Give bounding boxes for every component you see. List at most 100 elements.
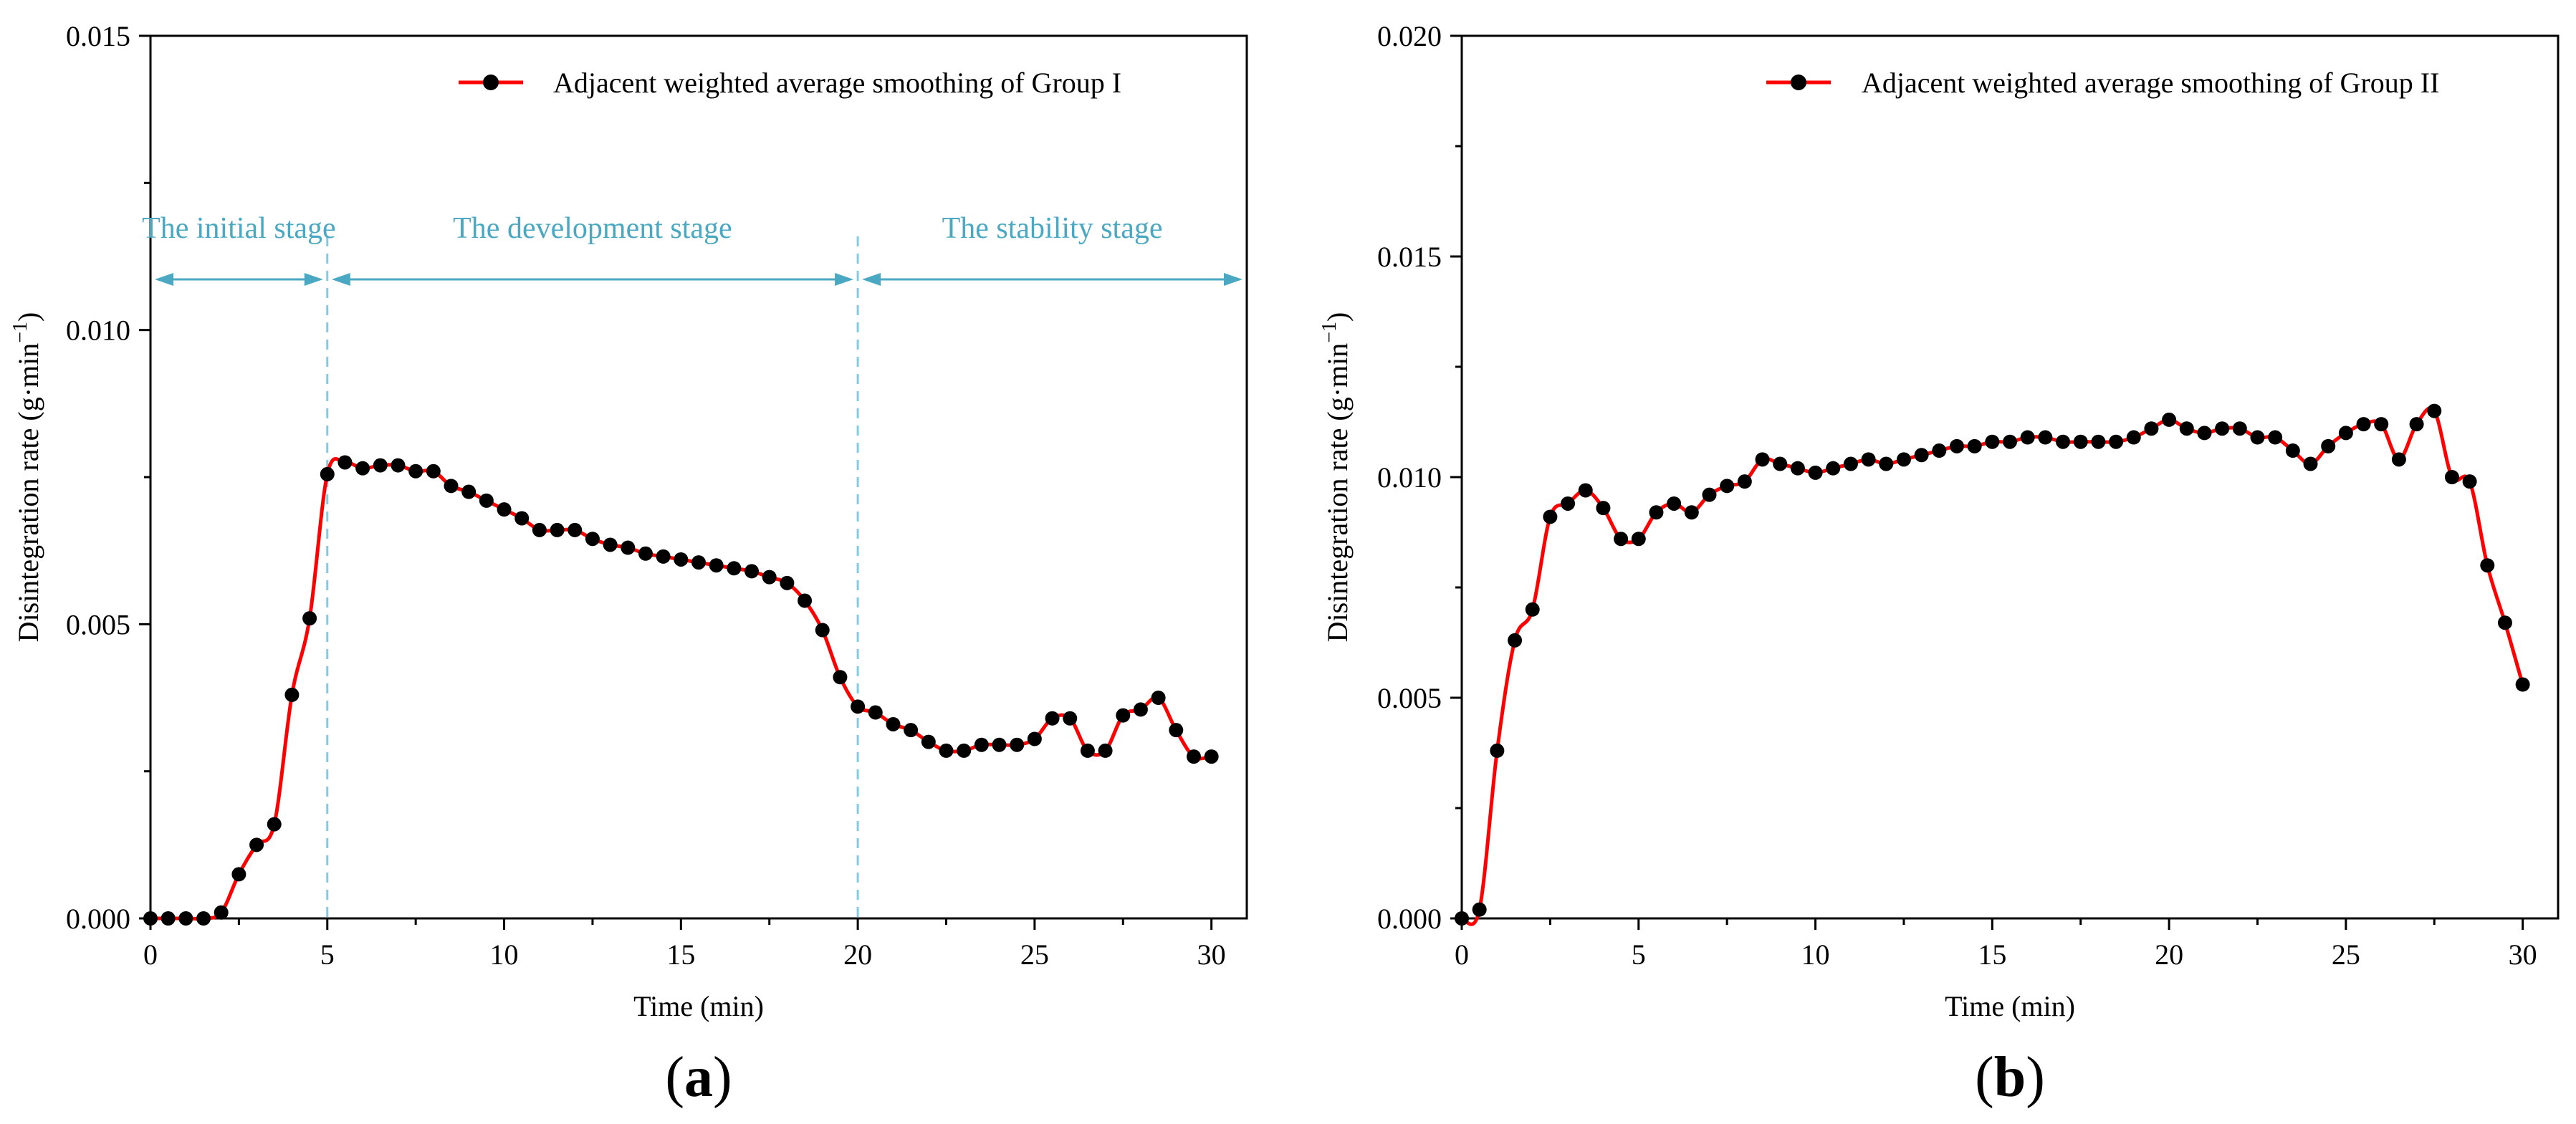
y-tick-label-a: 0.005 bbox=[66, 608, 130, 640]
data-point-b bbox=[2285, 443, 2300, 458]
series-line-a bbox=[150, 457, 1212, 921]
stage-arrow-head-left bbox=[155, 273, 173, 286]
x-tick-label-b: 25 bbox=[2332, 938, 2360, 971]
stage-arrow-head-right bbox=[835, 273, 854, 286]
data-point-b bbox=[2073, 434, 2088, 449]
data-point-a bbox=[1080, 743, 1095, 758]
stage-arrow-head-left bbox=[862, 273, 881, 286]
data-point-b bbox=[1737, 474, 1752, 489]
data-point-b bbox=[2497, 615, 2512, 630]
data-point-b bbox=[2374, 417, 2389, 432]
data-point-b bbox=[1826, 461, 1841, 476]
y-tick-label-b: 0.015 bbox=[1377, 241, 1442, 273]
x-tick-label-b: 5 bbox=[1632, 938, 1646, 971]
data-point-b bbox=[1790, 461, 1805, 476]
data-point-a bbox=[479, 493, 494, 508]
data-point-a bbox=[798, 593, 813, 608]
data-point-b bbox=[2338, 426, 2353, 441]
data-point-b bbox=[2480, 558, 2495, 573]
stage-arrow-head-right bbox=[304, 273, 323, 286]
x-tick-label-a: 30 bbox=[1197, 938, 1226, 971]
data-point-a bbox=[762, 570, 777, 585]
x-tick-label-a: 20 bbox=[843, 938, 872, 971]
legend-label-a: Adjacent weighted average smoothing of G… bbox=[553, 67, 1121, 99]
data-point-a bbox=[939, 743, 954, 758]
data-point-b bbox=[2109, 434, 2124, 449]
panel-label-a: (a) bbox=[665, 1046, 732, 1109]
data-point-a bbox=[1063, 711, 1078, 726]
data-point-a bbox=[196, 911, 211, 926]
data-point-a bbox=[337, 455, 353, 470]
data-point-a bbox=[461, 484, 477, 499]
data-point-b bbox=[2162, 412, 2177, 427]
data-point-b bbox=[2126, 430, 2141, 445]
data-point-b bbox=[2427, 403, 2442, 418]
data-point-a bbox=[974, 737, 989, 752]
y-tick-label-a: 0.000 bbox=[66, 903, 130, 935]
data-point-b bbox=[1667, 496, 1682, 511]
data-point-b bbox=[1561, 496, 1576, 511]
data-point-a bbox=[585, 532, 600, 547]
data-point-a bbox=[444, 479, 459, 494]
stage-arrow-head-left bbox=[331, 273, 350, 286]
data-point-b bbox=[1649, 505, 1664, 520]
data-point-b bbox=[2462, 474, 2477, 489]
x-tick-label-b: 15 bbox=[1978, 938, 2006, 971]
x-tick-label-a: 5 bbox=[320, 938, 335, 971]
data-point-b bbox=[1543, 509, 1558, 524]
data-point-a bbox=[851, 699, 866, 714]
data-point-b bbox=[1631, 532, 1646, 547]
legend-marker-b bbox=[1791, 75, 1806, 90]
y-tick-label-b: 0.005 bbox=[1377, 682, 1442, 714]
y-axis-title-b: Disintegration rate (g·min−1) bbox=[1318, 312, 1354, 643]
data-point-b bbox=[1949, 438, 1964, 453]
data-point-b bbox=[1508, 633, 1523, 648]
data-point-a bbox=[921, 734, 936, 749]
data-point-b bbox=[2321, 438, 2336, 453]
plot-frame-b bbox=[1460, 34, 2560, 920]
y-tick-label-b: 0.020 bbox=[1377, 20, 1442, 52]
data-point-b bbox=[1967, 438, 1982, 453]
y-axis-title-close-a: ) bbox=[12, 312, 44, 322]
x-axis-title-a: Time (min) bbox=[633, 990, 764, 1022]
x-tick-label-b: 10 bbox=[1801, 938, 1830, 971]
stage-label: The initial stage bbox=[142, 212, 336, 245]
series-line-b bbox=[1460, 406, 2525, 926]
y-axis-title-close-b: ) bbox=[1321, 312, 1354, 322]
data-point-a bbox=[868, 705, 883, 720]
data-point-a bbox=[691, 555, 706, 570]
y-tick-label-a: 0.015 bbox=[66, 20, 130, 52]
x-axis-title-b: Time (min) bbox=[1945, 990, 2075, 1022]
series-a bbox=[143, 455, 1219, 926]
data-point-a bbox=[709, 558, 724, 573]
data-point-a bbox=[603, 537, 618, 552]
data-point-a bbox=[1010, 737, 1025, 752]
panel-letter-b: b bbox=[1994, 1046, 2026, 1109]
panel-b: 0 5 10 15 20 25 30 0.000 0.005 0.010 0.015 0.020 Ad… bbox=[1318, 20, 2560, 1109]
panel-a: The initial stage The development stage Th… bbox=[9, 20, 1248, 1109]
data-point-a bbox=[886, 716, 901, 731]
data-point-b bbox=[2215, 421, 2230, 436]
data-point-a bbox=[957, 743, 972, 758]
data-point-a bbox=[302, 611, 317, 626]
data-point-a bbox=[638, 546, 653, 561]
data-point-b bbox=[1472, 902, 1487, 917]
data-point-a bbox=[1098, 743, 1113, 758]
data-point-a bbox=[904, 723, 919, 738]
data-point-a bbox=[320, 466, 335, 481]
x-tick-label-a: 25 bbox=[1020, 938, 1049, 971]
data-point-a bbox=[214, 905, 229, 920]
data-point-b bbox=[1879, 456, 1894, 471]
data-point-a bbox=[355, 461, 370, 476]
data-point-b bbox=[1720, 479, 1735, 494]
data-point-a bbox=[1027, 731, 1042, 746]
data-point-a bbox=[992, 737, 1007, 752]
stage-annotations-a: The initial stage The development stage Th… bbox=[142, 212, 1242, 918]
data-point-a bbox=[161, 911, 176, 926]
data-point-a bbox=[727, 561, 742, 576]
data-point-b bbox=[1578, 483, 1593, 498]
data-point-b bbox=[2003, 434, 2017, 449]
data-point-a bbox=[284, 687, 300, 702]
data-point-b bbox=[2020, 430, 2035, 445]
data-point-b bbox=[1455, 911, 1469, 926]
